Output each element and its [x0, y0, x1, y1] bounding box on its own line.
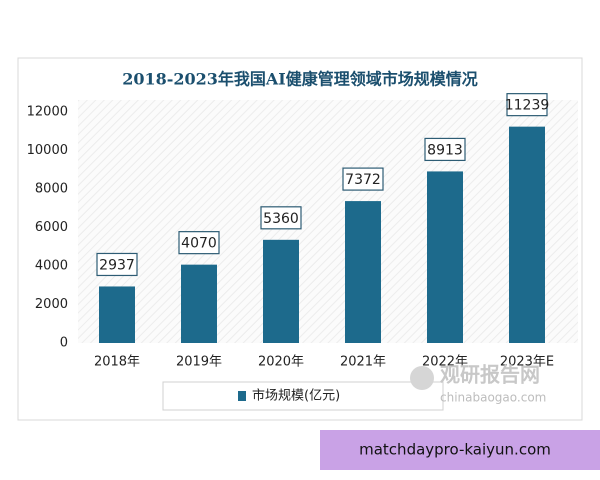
value-label: 2937	[99, 257, 135, 273]
y-tick-label: 6000	[35, 220, 68, 235]
x-tick-label: 2023年E	[500, 355, 554, 370]
y-tick-label: 4000	[35, 259, 68, 274]
legend-label: 市场规模(亿元)	[252, 388, 340, 404]
watermark: 观研报告网 chinabaogao.com	[410, 363, 546, 405]
x-tick-label: 2020年	[258, 355, 304, 370]
x-tick-label: 2022年	[422, 355, 468, 370]
y-tick-label: 0	[60, 336, 68, 351]
bar	[345, 201, 381, 343]
value-label-box	[260, 206, 302, 230]
value-label-box	[96, 252, 138, 277]
banner-text[interactable]: matchdaypro-kaiyun.com	[359, 441, 551, 459]
bar	[181, 264, 217, 343]
value-label-box	[424, 137, 466, 162]
legend-swatch	[238, 391, 246, 401]
bar	[99, 286, 135, 343]
y-tick-label: 10000	[27, 143, 68, 158]
plot-area	[78, 100, 578, 343]
value-label: 11239	[505, 98, 550, 114]
value-label-box	[342, 167, 384, 191]
banner	[320, 430, 600, 470]
watermark-url: chinabaogao.com	[440, 391, 546, 405]
value-label: 4070	[181, 236, 217, 252]
watermark-name: 观研报告网	[440, 363, 540, 387]
x-tick-label: 2018年	[94, 355, 140, 370]
y-tick-label: 12000	[27, 105, 68, 120]
x-tick-label: 2021年	[340, 355, 386, 370]
chart-title: 2018-2023年我国AI健康管理领域市场规模情况	[122, 70, 478, 89]
value-label-box	[506, 93, 548, 117]
value-label-box	[178, 231, 220, 255]
bar	[509, 126, 545, 343]
y-tick-label: 8000	[35, 182, 68, 197]
legend	[162, 381, 444, 411]
value-label: 7372	[345, 172, 381, 188]
y-tick-label: 2000	[35, 297, 68, 312]
value-label: 5360	[263, 211, 299, 227]
watermark-logo	[410, 366, 434, 390]
value-label: 8913	[427, 142, 463, 158]
bar	[263, 239, 299, 343]
bar	[427, 171, 463, 343]
x-tick-label: 2019年	[176, 355, 222, 370]
